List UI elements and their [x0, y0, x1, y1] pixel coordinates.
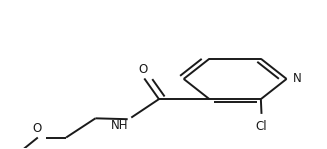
- Text: Cl: Cl: [255, 120, 267, 133]
- Text: O: O: [32, 122, 42, 135]
- Text: O: O: [138, 63, 147, 76]
- Text: N: N: [292, 72, 301, 85]
- Text: NH: NH: [111, 119, 128, 132]
